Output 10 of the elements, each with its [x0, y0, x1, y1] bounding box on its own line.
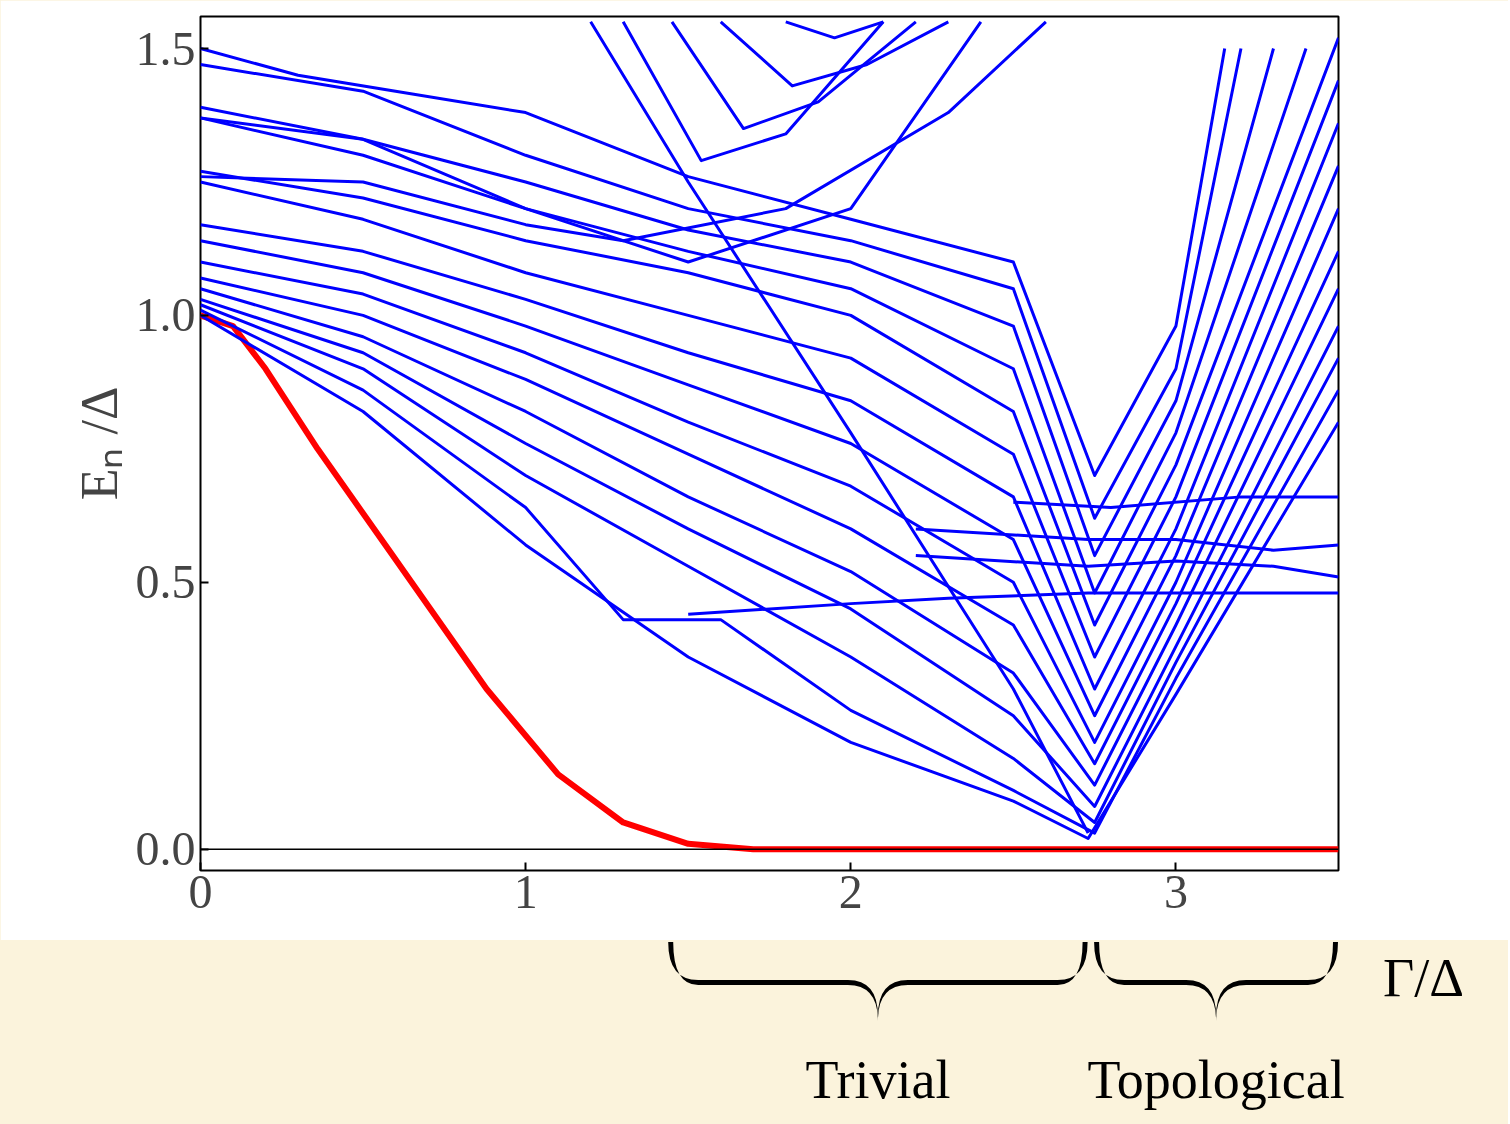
y-tick-label: 1.0 [135, 288, 196, 342]
y-axis-title: Eₙ /Δ [70, 386, 128, 501]
x-tick-label: 1 [513, 864, 538, 918]
y-tick-label: 0.5 [135, 555, 196, 609]
y-tick-label: 1.5 [135, 21, 196, 75]
x-tick-label: 2 [838, 864, 863, 918]
xlabel: Γ/Δ [1383, 948, 1464, 1008]
x-tick-label: 3 [1163, 864, 1188, 918]
annotation: Topological [1087, 1050, 1345, 1110]
annotation: Trivial [805, 1050, 951, 1110]
